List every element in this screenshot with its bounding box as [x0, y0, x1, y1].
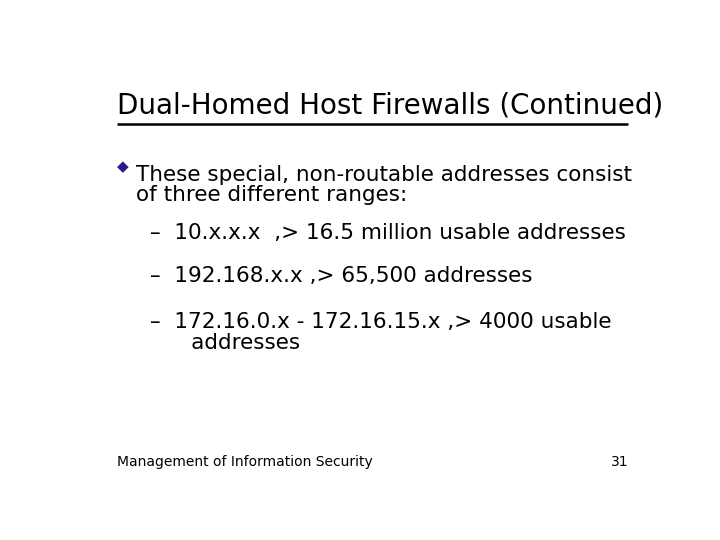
Text: –  10.x.x.x  ,> 16.5 million usable addresses: – 10.x.x.x ,> 16.5 million usable addres… [150, 223, 626, 243]
Text: These special, non-routable addresses consist: These special, non-routable addresses co… [136, 165, 631, 185]
Text: Management of Information Security: Management of Information Security [117, 455, 372, 469]
Text: 31: 31 [611, 455, 629, 469]
Text: ◆: ◆ [117, 159, 129, 174]
Text: addresses: addresses [150, 333, 300, 353]
Text: of three different ranges:: of three different ranges: [136, 185, 407, 205]
Text: –  192.168.x.x ,> 65,500 addresses: – 192.168.x.x ,> 65,500 addresses [150, 266, 533, 286]
Text: Dual-Homed Host Firewalls (Continued): Dual-Homed Host Firewalls (Continued) [117, 92, 663, 120]
Text: –  172.16.0.x - 172.16.15.x ,> 4000 usable: – 172.16.0.x - 172.16.15.x ,> 4000 usabl… [150, 312, 612, 332]
